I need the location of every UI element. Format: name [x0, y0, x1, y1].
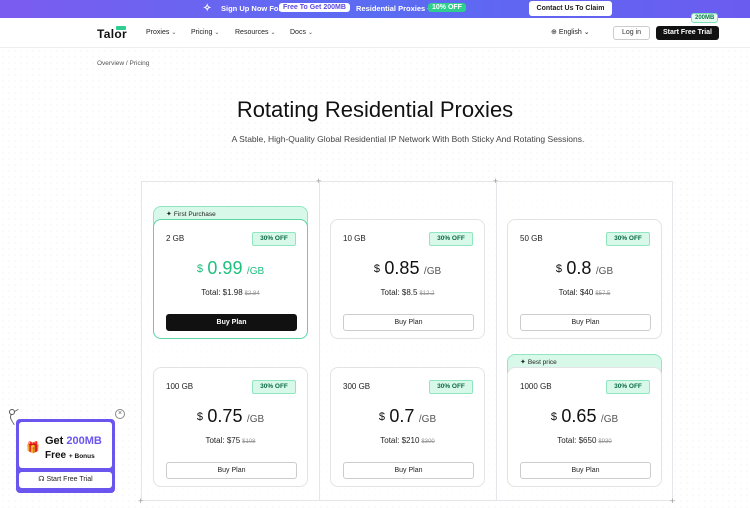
promo-free-pill: Free To Get 200MB — [279, 3, 350, 12]
login-button[interactable]: Log in — [613, 26, 650, 40]
sparkle-icon: ✧ — [203, 3, 212, 14]
logo-tag — [116, 26, 126, 30]
widget-start-trial-button[interactable]: ☊ Start Free Trial — [19, 472, 112, 488]
widget-content: 🎁 Get 200MB Free + Bonus — [19, 422, 112, 468]
chevron-down-icon: ⌄ — [214, 30, 220, 36]
buy-plan-button[interactable]: Buy Plan — [166, 314, 297, 331]
plan-card: 2 GB 30% OFF $ 0.99 /GB Total: $1.98 $2.8… — [153, 219, 308, 339]
plan-size: 10 GB — [343, 234, 366, 243]
plan-size: 1000 GB — [520, 382, 552, 391]
plan-card: 50 GB 30% OFF $ 0.8 /GB Total: $40 $57.5 … — [507, 219, 662, 339]
free-trial-widget[interactable]: 🎁 Get 200MB Free + Bonus ☊ Start Free Tr… — [16, 419, 115, 493]
plan-price: $ 0.99 /GB — [196, 258, 265, 278]
nav-proxies[interactable]: Proxies ⌄ — [146, 29, 177, 36]
grid-divider — [496, 181, 497, 501]
plan-total: Total: $1.98 $2.84 — [201, 288, 260, 297]
plan-price: $ 0.85 /GB — [373, 258, 442, 278]
plan-total: Total: $8.5 $12.2 — [380, 288, 435, 297]
discount-badge: 30% OFF — [429, 232, 473, 246]
logo[interactable]: Talor — [97, 27, 127, 41]
nav-docs[interactable]: Docs ⌄ — [290, 29, 313, 36]
plan-total: Total: $210 $300 — [380, 436, 435, 445]
plan-size: 2 GB — [166, 234, 185, 243]
sparkle-icon: ✦ — [520, 359, 526, 366]
nav-resources[interactable]: Resources ⌄ — [235, 29, 276, 36]
discount-badge: 30% OFF — [606, 380, 650, 394]
gift-icon: 🎁 — [26, 442, 40, 454]
widget-subline: Free + Bonus — [45, 450, 95, 461]
grid-divider — [319, 181, 320, 501]
plan-card: 100 GB 30% OFF $ 0.75 /GB Total: $75 $108… — [153, 367, 308, 487]
plan-price: $ 0.8 /GB — [555, 258, 614, 278]
site-header: Talor Proxies ⌄ Pricing ⌄ Resources ⌄ Docs ⌄… — [0, 18, 750, 48]
chevron-down-icon: ⌄ — [171, 30, 177, 36]
page-title: Rotating Residential Proxies — [236, 97, 514, 122]
plus-icon: + — [138, 496, 144, 506]
plan-card: 300 GB 30% OFF $ 0.7 /GB Total: $210 $300… — [330, 367, 485, 487]
plan-card: 1000 GB 30% OFF $ 0.65 /GB Total: $650 $9… — [507, 367, 662, 487]
plan-total: Total: $40 $57.5 — [558, 288, 611, 297]
plan-price: $ 0.7 /GB — [378, 406, 437, 426]
chevron-down-icon: ⌄ — [307, 30, 313, 36]
plan-size: 100 GB — [166, 382, 194, 391]
plus-icon: + — [670, 496, 676, 506]
language-selector[interactable]: ⊕ English ⌄ — [551, 29, 590, 36]
plan-card: 10 GB 30% OFF $ 0.85 /GB Total: $8.5 $12.… — [330, 219, 485, 339]
promo-text-2: Residential Proxies + — [356, 4, 432, 13]
promo-banner: ✧ Sign Up Now For Free To Get 200MB Resi… — [0, 0, 750, 18]
sparkle-icon: ✦ — [166, 211, 172, 218]
start-trial-button[interactable]: Start Free Trial — [656, 26, 719, 40]
plan-total: Total: $650 $930 — [557, 436, 612, 445]
chevron-down-icon: ⌄ — [583, 29, 590, 36]
widget-hook — [9, 409, 15, 415]
nav-pricing[interactable]: Pricing ⌄ — [191, 29, 220, 36]
contact-claim-button[interactable]: Contact Us To Claim — [529, 1, 612, 16]
plan-price: $ 0.75 /GB — [196, 406, 265, 426]
headset-icon: ☊ — [38, 476, 45, 483]
chevron-down-icon: ⌄ — [270, 30, 276, 36]
page-subtitle: A Stable, High-Quality Global Residentia… — [231, 134, 585, 144]
globe-icon: ⊕ — [551, 29, 557, 36]
discount-badge: 30% OFF — [606, 232, 650, 246]
discount-badge: 30% OFF — [252, 232, 296, 246]
plan-size: 50 GB — [520, 234, 543, 243]
buy-plan-button[interactable]: Buy Plan — [520, 462, 651, 479]
breadcrumb: Overview / Pricing — [97, 60, 150, 67]
trial-badge: 200MB — [691, 13, 719, 23]
buy-plan-button[interactable]: Buy Plan — [343, 462, 474, 479]
buy-plan-button[interactable]: Buy Plan — [343, 314, 474, 331]
plan-size: 300 GB — [343, 382, 371, 391]
widget-headline: Get 200MB — [45, 435, 102, 447]
plus-icon: + — [316, 176, 322, 186]
buy-plan-button[interactable]: Buy Plan — [520, 314, 651, 331]
promo-text: Sign Up Now For — [221, 4, 282, 13]
promo-discount-pill: 10% OFF — [428, 3, 466, 12]
plan-total: Total: $75 $108 — [205, 436, 256, 445]
plan-price: $ 0.65 /GB — [550, 406, 619, 426]
discount-badge: 30% OFF — [429, 380, 473, 394]
plus-icon: + — [493, 176, 499, 186]
discount-badge: 30% OFF — [252, 380, 296, 394]
buy-plan-button[interactable]: Buy Plan — [166, 462, 297, 479]
close-icon[interactable]: × — [115, 409, 125, 419]
